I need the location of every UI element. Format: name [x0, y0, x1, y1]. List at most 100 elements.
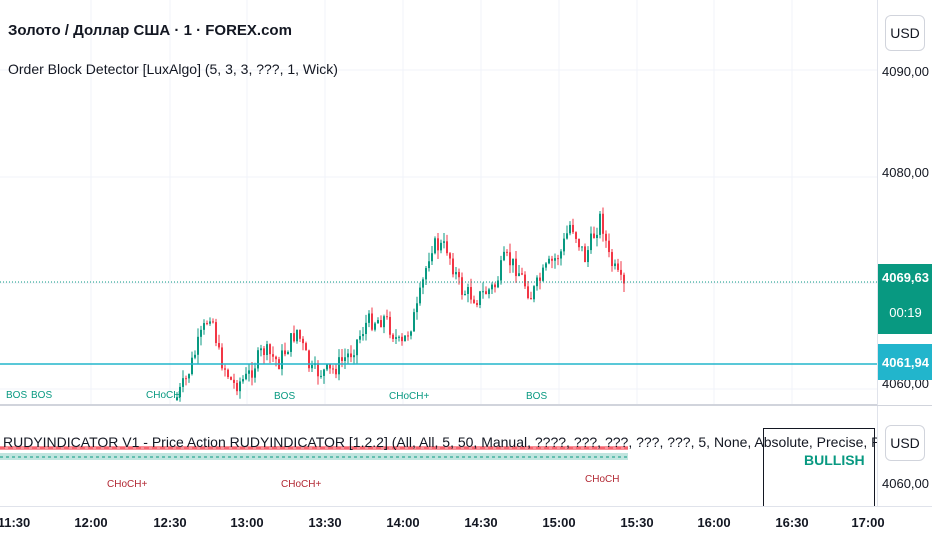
- bearish-candle: [230, 377, 232, 380]
- bullish-candle: [287, 351, 289, 355]
- horizontal-line-price-tag: 4061,94: [878, 344, 932, 380]
- bullish-candle: [203, 323, 205, 330]
- bearish-candle: [299, 329, 301, 339]
- bullish-candle: [338, 357, 340, 375]
- bullish-candle: [425, 268, 427, 280]
- bullish-candle: [410, 331, 412, 336]
- currency-button[interactable]: USD: [885, 15, 925, 51]
- bearish-candle: [302, 338, 304, 344]
- bearish-candle: [605, 233, 607, 241]
- bullish-candle: [563, 238, 565, 252]
- price-label: 4060,00: [882, 476, 929, 491]
- bullish-candle: [497, 280, 499, 288]
- bullish-candle: [191, 357, 193, 375]
- bearish-candle: [515, 258, 517, 277]
- bearish-candle: [458, 272, 460, 278]
- bullish-candle: [614, 263, 616, 267]
- bullish-candle: [281, 350, 283, 370]
- candlestick-chart[interactable]: [0, 0, 877, 405]
- bearish-candle: [218, 343, 220, 348]
- bearish-candle: [401, 336, 403, 342]
- bearish-candle: [236, 382, 238, 392]
- bearish-candle: [608, 240, 610, 253]
- bullish-candle: [416, 303, 418, 313]
- bullish-candle: [533, 286, 535, 300]
- bullish-candle: [404, 335, 406, 342]
- bearish-candle: [371, 313, 373, 330]
- bullish-candle: [194, 354, 196, 358]
- bullish-candle: [242, 379, 244, 382]
- bearish-candle: [557, 258, 559, 260]
- bullish-candle: [434, 238, 436, 254]
- bearish-candle: [392, 334, 394, 339]
- bullish-candle: [590, 233, 592, 251]
- bullish-candle: [197, 336, 199, 355]
- bullish-candle: [311, 364, 313, 369]
- bearish-candle: [407, 335, 409, 337]
- current-price-tag: 4069,63: [878, 264, 932, 290]
- bullish-candle: [296, 329, 298, 342]
- indicator-legend-rudy[interactable]: RUDYINDICATOR V1 - Price Action RUDYINDI…: [3, 434, 877, 450]
- bearish-candle: [305, 343, 307, 351]
- time-label: 16:00: [697, 515, 731, 530]
- bearish-candle: [593, 233, 595, 238]
- time-axis[interactable]: 11:30 12:00 12:30 13:00 13:30 14:00 14:3…: [0, 506, 932, 550]
- indicator-zones: [0, 446, 628, 460]
- bearish-candle: [524, 274, 526, 287]
- countdown-tag: 00:19: [878, 290, 932, 334]
- structure-label-choch-plus: CHoCH+: [389, 391, 430, 402]
- structure-label-choch-plus: CHoCH+: [107, 479, 148, 490]
- bullish-candle: [428, 261, 430, 269]
- bullish-candle: [260, 348, 262, 351]
- bearish-candle: [227, 369, 229, 378]
- symbol-title[interactable]: Золото / Доллар США · 1 · FOREX.com: [8, 22, 292, 39]
- bearish-candle: [386, 316, 388, 318]
- time-label: 14:00: [386, 515, 420, 530]
- bullish-candle: [254, 368, 256, 378]
- bearish-candle: [578, 238, 580, 248]
- bullish-candle: [377, 320, 379, 324]
- bullish-candle: [587, 250, 589, 263]
- currency-button[interactable]: USD: [885, 425, 925, 461]
- bullish-candle: [596, 234, 598, 238]
- time-label: 13:00: [230, 515, 264, 530]
- indicator-price-scale[interactable]: USD 4060,00: [877, 406, 932, 506]
- bearish-candle: [275, 356, 277, 360]
- time-label: 12:30: [153, 515, 187, 530]
- bullish-candle: [482, 291, 484, 293]
- bullish-candle: [479, 291, 481, 305]
- bearish-candle: [521, 273, 523, 275]
- bearish-candle: [449, 253, 451, 259]
- bearish-candle: [332, 368, 334, 370]
- bullish-candle: [245, 373, 247, 380]
- structure-label-choch-plus: CHoCH+: [281, 479, 322, 490]
- bearish-candle: [233, 379, 235, 383]
- bullish-candle: [560, 251, 562, 259]
- bullish-candle: [581, 246, 583, 248]
- price-scale[interactable]: USD 4090,00 4080,00 4060,00 4069,63 00:1…: [877, 0, 932, 405]
- bearish-candle: [350, 353, 352, 358]
- bullish-candle: [362, 334, 364, 337]
- time-label: 11:30: [0, 515, 31, 530]
- bullish-candle: [188, 374, 190, 379]
- bullish-candle: [209, 321, 211, 324]
- bullish-candle: [419, 287, 421, 304]
- bearish-candle: [476, 303, 478, 305]
- time-label: 15:00: [542, 515, 576, 530]
- bullish-candle: [323, 369, 325, 376]
- bullish-candle: [344, 357, 346, 361]
- pane-divider[interactable]: [0, 404, 932, 406]
- bearish-candle: [317, 363, 319, 377]
- bullish-candle: [395, 337, 397, 339]
- bullish-candle: [467, 287, 469, 294]
- bullish-candle: [455, 272, 457, 275]
- main-chart-pane[interactable]: Золото / Доллар США · 1 · FOREX.com Orde…: [0, 0, 877, 405]
- indicator-pane[interactable]: RUDYINDICATOR V1 - Price Action RUDYINDI…: [0, 406, 877, 506]
- indicator-legend[interactable]: Order Block Detector [LuxAlgo] (5, 3, 3,…: [8, 61, 338, 77]
- time-label: 14:30: [464, 515, 498, 530]
- bullish-candle: [239, 381, 241, 392]
- bullish-candle: [548, 258, 550, 264]
- bullish-candle: [542, 267, 544, 281]
- structure-label-choch: CHoCH: [585, 474, 620, 485]
- structure-label-bos: BOS: [526, 391, 548, 402]
